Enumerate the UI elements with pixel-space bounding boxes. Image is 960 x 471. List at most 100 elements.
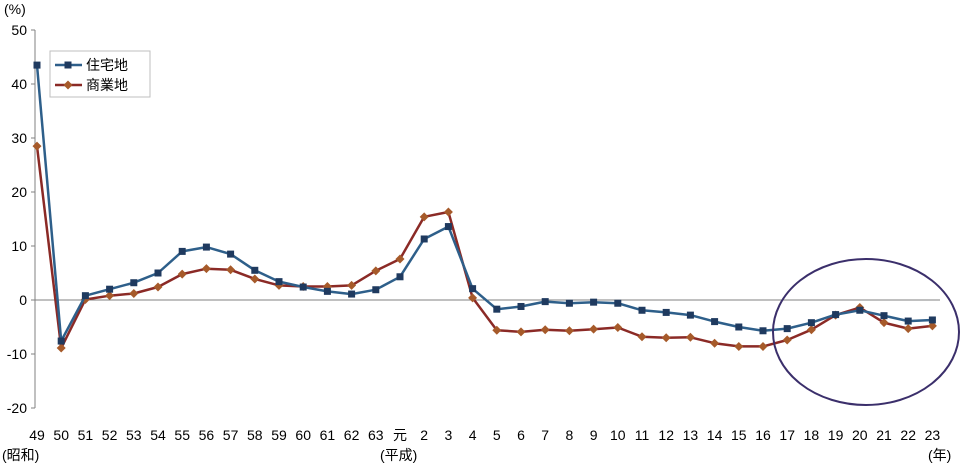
x-tick-label: 20 — [852, 427, 868, 443]
x-tick-label: 18 — [804, 427, 820, 443]
x-tick-label: 61 — [320, 427, 336, 443]
data-point — [638, 306, 646, 314]
x-tick-label: 7 — [541, 427, 549, 443]
x-tick-label: 3 — [445, 427, 453, 443]
x-tick-label: 12 — [658, 427, 674, 443]
data-point — [492, 325, 502, 335]
highlight-ellipse — [772, 258, 960, 406]
x-tick-label: 63 — [368, 427, 384, 443]
data-point — [468, 293, 478, 303]
data-point — [469, 285, 477, 293]
data-point — [371, 266, 381, 276]
y-tick-label: 40 — [11, 76, 27, 92]
data-point — [517, 302, 525, 310]
x-tick-label: 49 — [29, 427, 45, 443]
legend-marker-commercial — [63, 80, 73, 90]
x-tick-label: 62 — [344, 427, 360, 443]
data-point — [710, 338, 720, 348]
series-layer — [32, 61, 937, 353]
data-point — [227, 250, 235, 258]
data-point — [106, 285, 114, 293]
legend-label-commercial: 商業地 — [86, 77, 128, 93]
data-point — [130, 279, 138, 287]
data-point — [758, 341, 768, 351]
data-point — [372, 286, 380, 294]
data-point — [323, 287, 331, 295]
y-axis-unit-label: (%) — [4, 1, 26, 17]
y-tick-label: -10 — [7, 346, 27, 362]
y-tick-label: 20 — [11, 184, 27, 200]
series-line — [35, 145, 933, 350]
x-tick-label: 53 — [126, 427, 142, 443]
data-point — [81, 292, 89, 300]
x-tick-label: 23 — [925, 427, 941, 443]
x-tick-label: 15 — [731, 427, 747, 443]
data-point — [734, 341, 744, 351]
x-tick-label: 9 — [590, 427, 598, 443]
y-tick-label: 10 — [11, 238, 27, 254]
data-point — [903, 324, 913, 334]
legend-box — [49, 50, 151, 98]
series-commercial — [32, 141, 937, 353]
data-point — [251, 266, 259, 274]
data-point — [395, 254, 405, 264]
data-point — [419, 212, 429, 222]
data-point — [177, 269, 187, 279]
x-tick-label: 17 — [779, 427, 795, 443]
x-tick-label: 55 — [174, 427, 190, 443]
data-point — [711, 318, 719, 326]
x-tick-label: 19 — [828, 427, 844, 443]
x-tick-label: 60 — [295, 427, 311, 443]
x-tick-label: 11 — [635, 427, 650, 443]
x-tick-label: 58 — [247, 427, 263, 443]
x-tick-label: 元 — [393, 427, 407, 443]
data-point — [806, 325, 816, 335]
series-line — [35, 64, 933, 343]
data-point — [904, 317, 912, 325]
data-point — [564, 326, 574, 336]
data-point — [759, 327, 767, 335]
data-point — [880, 312, 888, 320]
x-tick-label: 59 — [271, 427, 287, 443]
data-point — [879, 318, 889, 328]
legend-marker-residential — [64, 61, 72, 69]
x-tick-label: 10 — [610, 427, 626, 443]
data-point — [57, 337, 65, 345]
legend: 住宅地 商業地 — [49, 50, 151, 98]
era-label-heisei: (平成) — [380, 447, 417, 463]
data-point — [928, 316, 936, 324]
x-tick-label: 5 — [493, 427, 501, 443]
data-point — [202, 243, 210, 251]
data-point — [33, 61, 41, 69]
y-tick-label: 30 — [11, 130, 27, 146]
data-point — [178, 247, 186, 255]
x-tick-label: 8 — [566, 427, 574, 443]
x-tick-label: 14 — [707, 427, 723, 443]
data-point — [735, 323, 743, 331]
y-axis-ticks: -20 -10 0 10 20 30 40 50 — [7, 22, 35, 416]
data-point — [516, 327, 526, 337]
data-point — [782, 335, 792, 345]
data-point — [661, 333, 671, 343]
x-tick-label: 16 — [755, 427, 771, 443]
data-point — [832, 311, 840, 319]
x-tick-label: 4 — [469, 427, 477, 443]
data-point — [396, 273, 404, 281]
data-point — [541, 298, 549, 306]
series-residential — [33, 61, 936, 345]
data-point — [613, 323, 623, 333]
data-point — [105, 291, 115, 301]
data-point — [443, 207, 453, 217]
x-tick-label: 50 — [53, 427, 69, 443]
data-point — [590, 298, 598, 306]
data-point — [56, 343, 66, 353]
x-tick-label: 52 — [102, 427, 118, 443]
y-tick-label: -20 — [7, 400, 27, 416]
data-point — [493, 305, 501, 313]
x-axis-unit-label: (年) — [928, 447, 951, 463]
x-tick-label: 22 — [900, 427, 916, 443]
data-point — [250, 274, 260, 284]
